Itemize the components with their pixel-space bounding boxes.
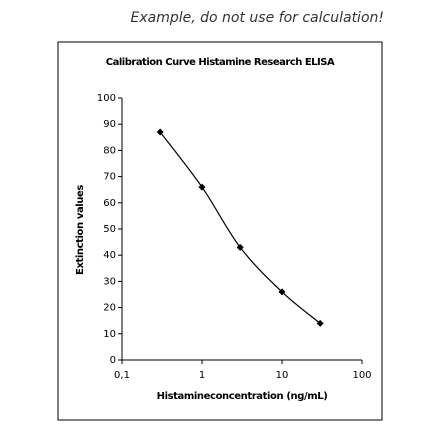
data-point [156,128,164,136]
data-point [316,319,324,327]
x-axis-label: Histamineconcentration (ng/mL) [157,391,328,402]
y-tick-label: 40 [103,250,116,261]
x-tick-label: 0,1 [114,370,130,381]
data-point [278,288,286,296]
y-tick-label: 70 [103,172,116,183]
caption: Example, do not use for calculation! [131,10,384,26]
data-point [236,243,244,251]
data-point [198,183,206,191]
y-tick-label: 80 [103,145,116,156]
y-axis-label: Extinction values [75,185,86,275]
chart-frame [57,41,383,421]
x-tick-label: 10 [276,370,289,381]
y-tick-label: 30 [103,276,116,287]
y-tick-label: 0 [110,355,116,366]
y-tick-label: 100 [97,93,116,104]
x-tick-label: 100 [352,370,371,381]
y-tick-label: 20 [103,303,116,314]
x-tick-label: 1 [199,370,205,381]
y-tick-label: 50 [103,224,116,235]
y-tick-label: 10 [103,329,116,340]
y-tick-label: 60 [103,198,116,209]
chart-title: Calibration Curve Histamine Research ELI… [106,57,335,68]
y-tick-label: 90 [103,119,116,130]
